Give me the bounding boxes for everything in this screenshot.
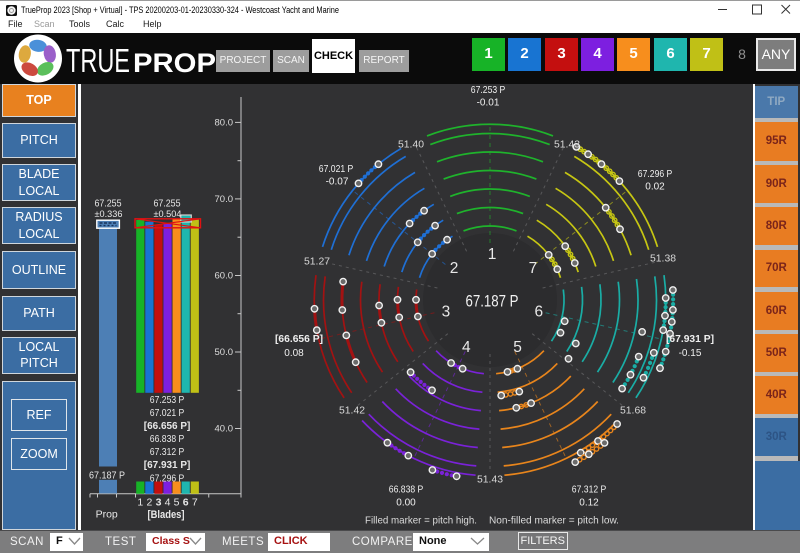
svg-text:[66.656 P]: [66.656 P]: [144, 420, 191, 432]
svg-text:2: 2: [450, 260, 459, 277]
svg-text:Filled marker = pitch high.: Filled marker = pitch high.: [365, 515, 477, 527]
svg-text:±0.336: ±0.336: [95, 209, 123, 220]
svg-text:6: 6: [183, 497, 189, 509]
svg-text:4: 4: [165, 497, 171, 509]
svg-text:PROP: PROP: [133, 48, 216, 78]
svg-text:67.187 P: 67.187 P: [466, 292, 519, 311]
svg-text:-0.01: -0.01: [477, 98, 500, 109]
svg-text:±0.504: ±0.504: [154, 209, 182, 220]
svg-text:-0.15: -0.15: [679, 348, 702, 359]
svg-text:0.00: 0.00: [396, 498, 416, 509]
svg-text:67.312 P: 67.312 P: [572, 484, 607, 496]
svg-text:6: 6: [534, 304, 543, 321]
svg-text:51.43: 51.43: [554, 139, 580, 151]
svg-text:80.0: 80.0: [215, 118, 234, 129]
svg-text:51.68: 51.68: [620, 405, 646, 417]
svg-text:67.021 P: 67.021 P: [319, 163, 354, 175]
svg-text:7: 7: [529, 260, 538, 277]
svg-text:51.27: 51.27: [304, 256, 330, 268]
svg-text:51.38: 51.38: [650, 253, 676, 265]
svg-text:3: 3: [156, 497, 162, 509]
svg-text:67.253 P: 67.253 P: [150, 394, 185, 406]
svg-text:70.0: 70.0: [215, 194, 234, 205]
svg-text:50.0: 50.0: [215, 347, 234, 358]
svg-text:67.253 P: 67.253 P: [471, 84, 506, 96]
svg-text:67.255: 67.255: [154, 198, 181, 210]
svg-text:5: 5: [174, 497, 180, 509]
svg-text:3: 3: [442, 304, 451, 321]
svg-text:[67.931 P]: [67.931 P]: [144, 459, 191, 471]
svg-text:0.02: 0.02: [645, 182, 665, 193]
svg-text:4: 4: [462, 339, 471, 356]
svg-text:51.40: 51.40: [398, 139, 424, 151]
svg-text:1: 1: [137, 497, 143, 509]
svg-text:TrueProp 2023 [Shop + Virtual]: TrueProp 2023 [Shop + Virtual] - TPS 202…: [21, 5, 339, 15]
svg-text:66.838 P: 66.838 P: [389, 484, 424, 496]
svg-text:2: 2: [146, 497, 152, 509]
svg-text:67.187 P: 67.187 P: [89, 470, 125, 482]
svg-text:67.255: 67.255: [95, 198, 122, 210]
svg-text:[66.656 P]: [66.656 P]: [275, 333, 323, 345]
svg-text:0.12: 0.12: [579, 498, 599, 509]
svg-text:5: 5: [513, 339, 522, 356]
svg-text:1: 1: [488, 246, 497, 263]
svg-text:60.0: 60.0: [215, 271, 234, 282]
svg-text:40.0: 40.0: [215, 424, 234, 435]
svg-text:Non-filled marker = pitch low.: Non-filled marker = pitch low.: [489, 515, 619, 527]
svg-text:7: 7: [192, 497, 198, 509]
svg-text:67.021 P: 67.021 P: [150, 407, 185, 419]
svg-text:51.43: 51.43: [477, 474, 503, 486]
svg-text:67.296 P: 67.296 P: [150, 472, 185, 484]
svg-text:[Blades]: [Blades]: [148, 509, 185, 521]
svg-text:-0.07: -0.07: [326, 177, 349, 188]
svg-text:66.838 P: 66.838 P: [150, 433, 185, 445]
svg-text:[67.931 P]: [67.931 P]: [666, 333, 714, 345]
svg-text:TRUE: TRUE: [66, 42, 130, 79]
svg-text:51.42: 51.42: [339, 405, 365, 417]
svg-text:0.08: 0.08: [284, 348, 304, 359]
svg-text:Prop: Prop: [96, 509, 118, 521]
svg-text:67.312 P: 67.312 P: [150, 446, 185, 458]
svg-text:67.296 P: 67.296 P: [638, 168, 673, 180]
